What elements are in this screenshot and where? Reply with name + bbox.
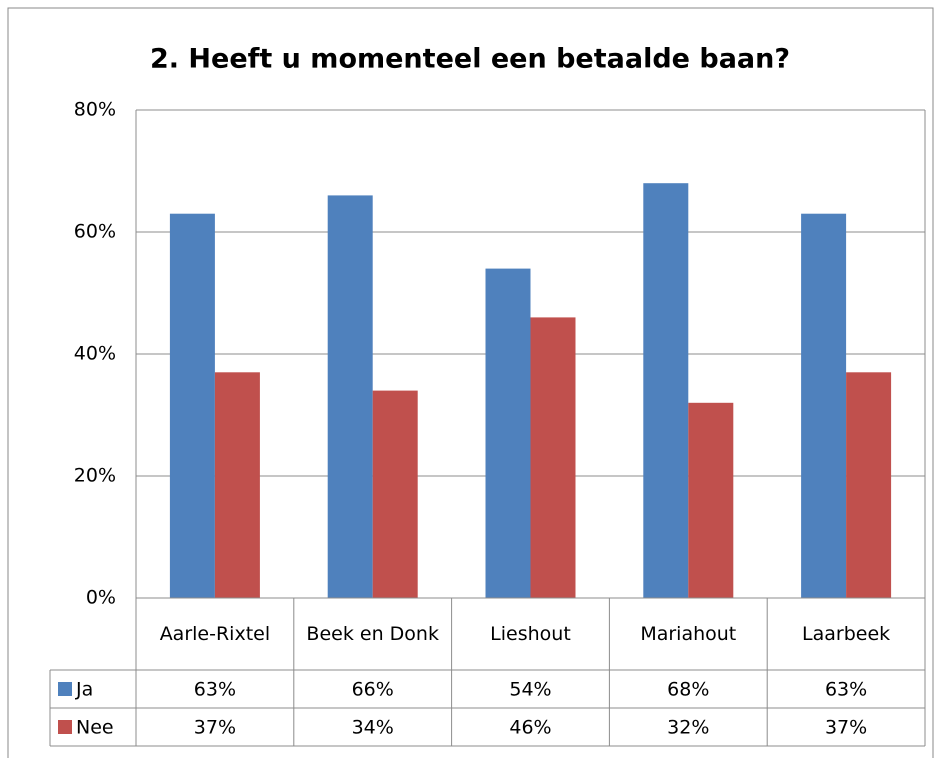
x-tick-label-box: Mariahout: [640, 622, 737, 645]
y-tick-label: 40%: [74, 343, 116, 365]
y-tick-label: 0%: [86, 587, 116, 609]
data-label: 66%: [352, 679, 394, 701]
data-label: 37%: [825, 717, 867, 739]
x-tick-label-box: Aarle-Rixtel: [159, 622, 271, 645]
bar: [801, 213, 847, 598]
chart-frame: [7, 7, 934, 758]
x-tick-label: Lieshout: [490, 622, 571, 645]
bar: [214, 372, 260, 598]
bar: [530, 317, 576, 598]
bar: [485, 268, 531, 598]
bar: [688, 402, 734, 598]
x-tick-label-box: Lieshout: [490, 622, 571, 645]
bar: [372, 390, 418, 598]
chart-title: 2. Heeft u momenteel een betaalde baan?: [150, 44, 790, 75]
bar: [327, 195, 373, 598]
legend-swatch: [58, 720, 72, 734]
data-label: 63%: [825, 679, 867, 701]
legend-label: Nee: [76, 717, 114, 739]
x-tick-label: Beek en Donk: [306, 622, 439, 645]
bar: [643, 183, 689, 598]
data-label: 46%: [509, 717, 551, 739]
data-label: 63%: [194, 679, 236, 701]
data-label: 34%: [352, 717, 394, 739]
data-label: 37%: [194, 717, 236, 739]
y-tick-label: 60%: [74, 221, 116, 243]
y-tick-label: 20%: [74, 465, 116, 487]
data-label: 68%: [667, 679, 709, 701]
data-label: 32%: [667, 717, 709, 739]
x-tick-label: Aarle-Rixtel: [159, 622, 271, 645]
x-tick-label-box: Laarbeek: [802, 622, 891, 645]
x-tick-label: Laarbeek: [802, 622, 891, 645]
legend-label: Ja: [75, 679, 93, 701]
bar: [846, 372, 892, 598]
x-tick-label-box: Beek en Donk: [306, 622, 439, 645]
bar: [169, 213, 215, 598]
data-label: 54%: [509, 679, 551, 701]
y-tick-label: 80%: [74, 99, 116, 121]
x-tick-label: Mariahout: [640, 622, 737, 645]
legend-swatch: [58, 682, 72, 696]
